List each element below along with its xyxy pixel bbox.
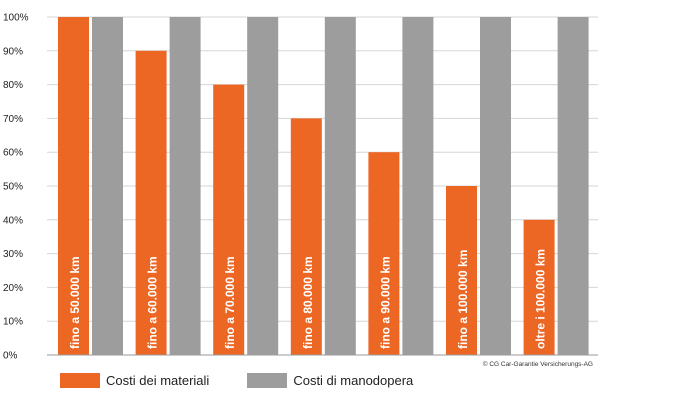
y-tick-label: 80% bbox=[3, 80, 23, 91]
legend-swatch-materials bbox=[60, 373, 100, 388]
legend-swatch-labor bbox=[247, 373, 288, 388]
bar-materials bbox=[135, 50, 167, 356]
bar-labor bbox=[169, 17, 201, 355]
bar-materials bbox=[368, 152, 400, 355]
category-labels: fino a 50.000 km fino a 60.000 km fino a 7… bbox=[68, 249, 548, 349]
y-tick-label: 20% bbox=[3, 283, 23, 294]
y-tick-label: 0% bbox=[3, 351, 18, 362]
y-tick-label: 100% bbox=[3, 13, 29, 24]
category-label: fino a 100.000 km bbox=[456, 250, 470, 349]
y-tick-label: 30% bbox=[3, 249, 23, 260]
y-tick-label: 60% bbox=[3, 148, 23, 159]
bar-labor bbox=[402, 17, 434, 355]
bar-materials bbox=[58, 17, 89, 355]
category-label: fino a 90.000 km bbox=[378, 256, 392, 349]
bars bbox=[58, 17, 589, 356]
bar-labor bbox=[92, 17, 123, 355]
credit-text: © CG Car-Garantie Versicherungs-AG bbox=[483, 360, 593, 368]
y-tick-label: 10% bbox=[3, 317, 23, 328]
category-label: fino a 80.000 km bbox=[301, 256, 315, 349]
bar-labor bbox=[247, 17, 279, 355]
y-tick-label: 50% bbox=[3, 182, 23, 193]
bar-materials bbox=[523, 219, 555, 355]
category-label: fino a 70.000 km bbox=[223, 256, 237, 349]
y-tick-label: 70% bbox=[3, 114, 23, 125]
category-label: oltre i 100.000 km bbox=[534, 249, 548, 349]
bar-labor bbox=[480, 17, 511, 355]
legend-label-materials: Costi dei materiali bbox=[106, 373, 210, 388]
bar-materials bbox=[446, 186, 477, 355]
y-tick-label: 40% bbox=[3, 215, 23, 226]
legend-item-materials: Costi dei materiali bbox=[60, 373, 209, 388]
bar-materials bbox=[213, 84, 245, 355]
bar-labor bbox=[324, 17, 356, 355]
category-label: fino a 50.000 km bbox=[68, 256, 82, 349]
legend-label-labor: Costi di manodopera bbox=[293, 373, 414, 388]
legend: Costi dei materiali Costi di manodopera bbox=[60, 373, 451, 388]
bar-materials bbox=[290, 118, 322, 356]
y-tick-label: 90% bbox=[3, 46, 23, 57]
category-label: fino a 60.000 km bbox=[146, 256, 160, 349]
grid-lines bbox=[47, 16, 598, 322]
bar-labor bbox=[557, 17, 589, 355]
legend-item-labor: Costi di manodopera bbox=[247, 373, 413, 388]
y-axis-ticks: 0% 10% 20% 30% 40% 50% 60% 70% 80% 90% 100% bbox=[3, 13, 29, 362]
